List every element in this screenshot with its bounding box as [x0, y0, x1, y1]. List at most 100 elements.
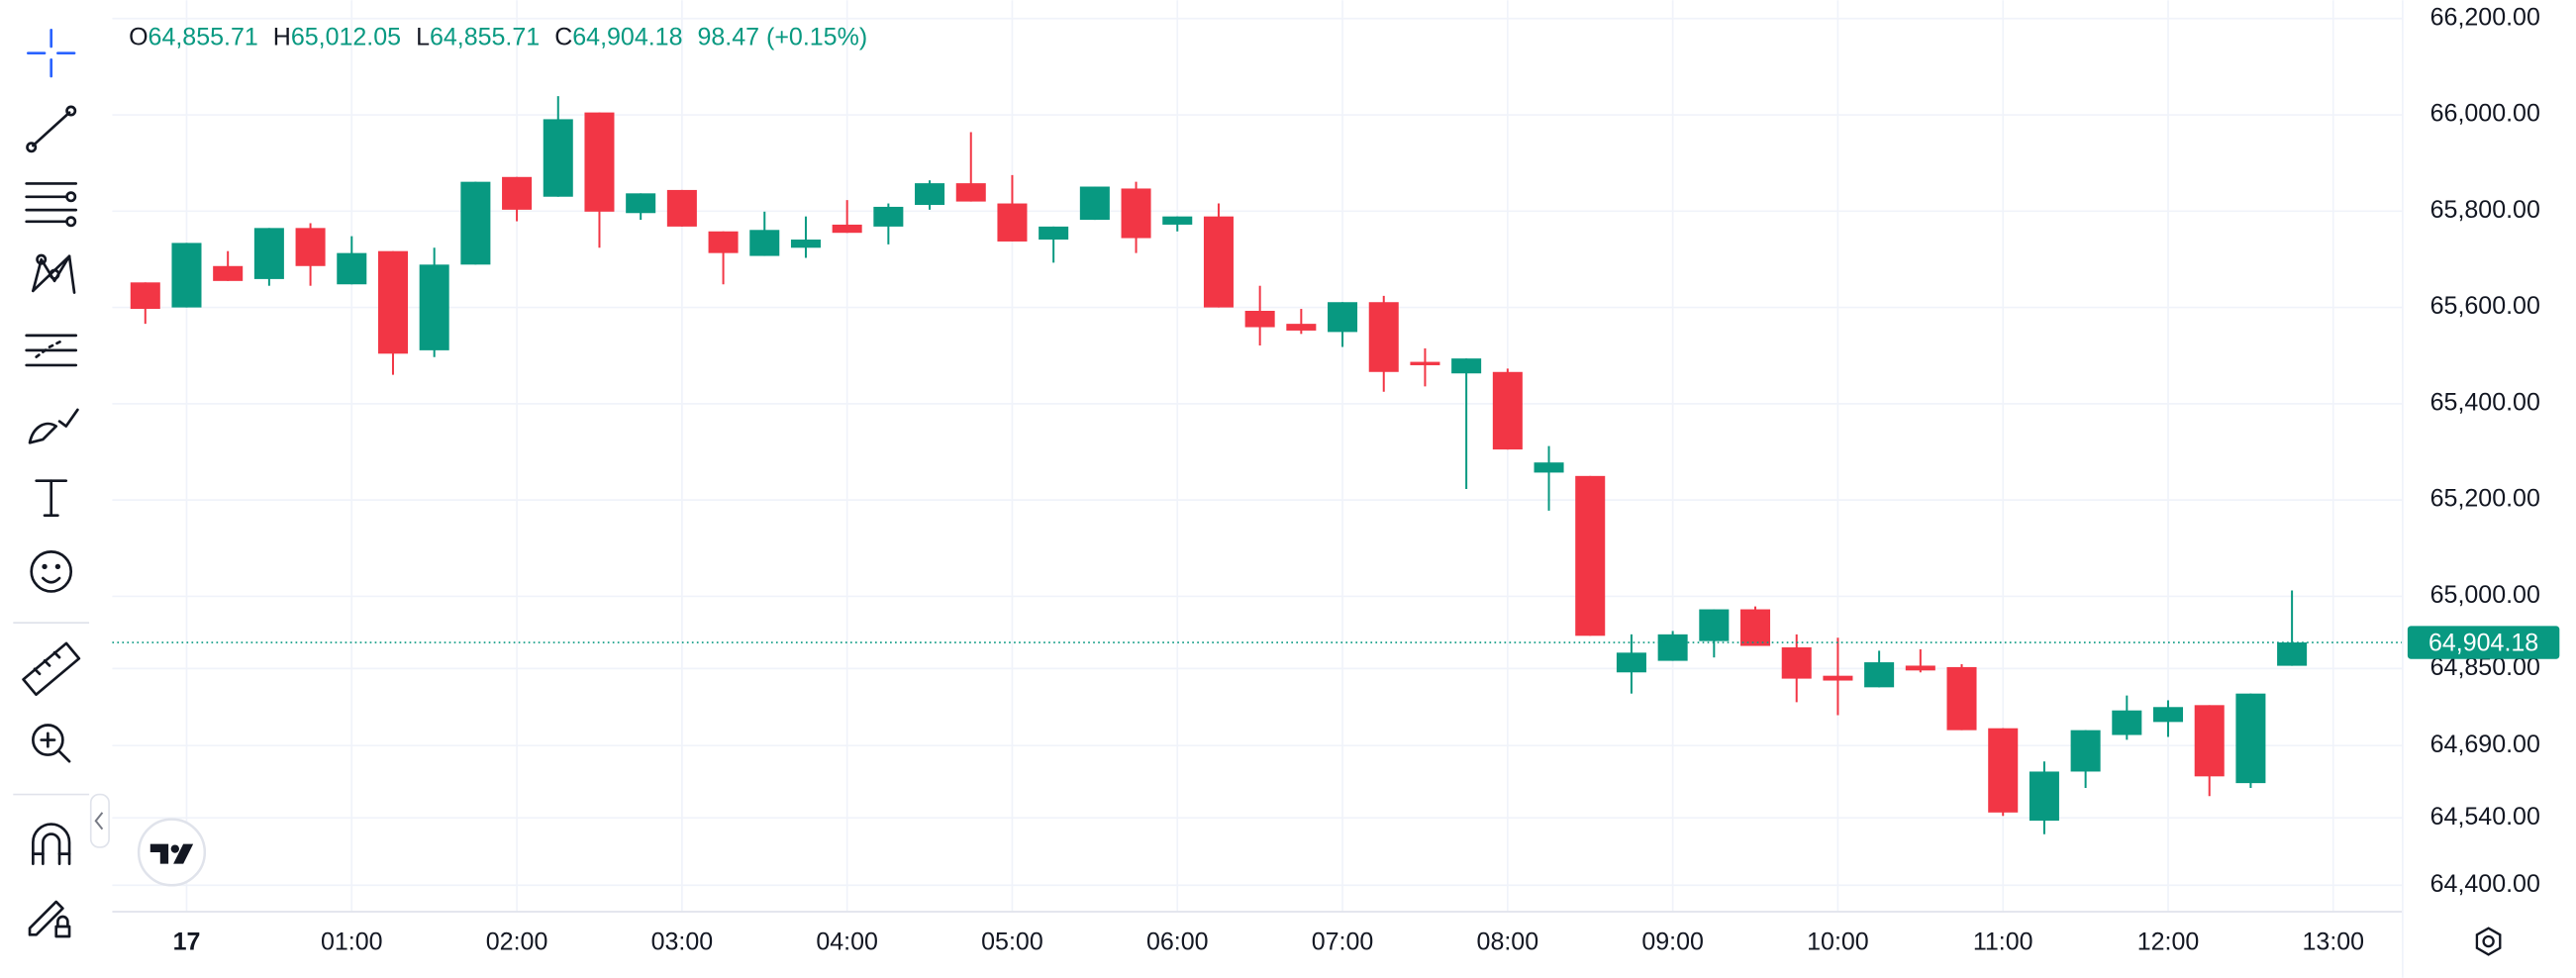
tradingview-logo[interactable] — [137, 818, 207, 887]
candle-body — [1864, 662, 1895, 688]
x-tick-label: 12:00 — [2137, 928, 2200, 955]
last-price-badge — [2407, 626, 2560, 659]
x-tick-label: 03:00 — [651, 928, 714, 955]
y-tick-label: 65,400.00 — [2430, 388, 2540, 416]
candle-body — [1203, 216, 1234, 308]
ohlc-key: O — [129, 23, 148, 50]
y-tick-label: 65,800.00 — [2430, 196, 2540, 224]
x-tick-label: 07:00 — [1312, 928, 1374, 955]
lock-drawings-tool[interactable] — [28, 900, 71, 938]
text-tool[interactable] — [35, 479, 68, 518]
candle-body — [708, 231, 739, 253]
ohlc-value: 64,904.18 — [572, 23, 682, 50]
last-price-label: 64,904.18 — [2428, 629, 2538, 656]
ruler-tool[interactable] — [22, 641, 81, 697]
y-tick-label: 64,400.00 — [2430, 870, 2540, 898]
x-tick-label: 13:00 — [2303, 928, 2365, 955]
candle-body — [1410, 361, 1440, 365]
candle-body — [1079, 186, 1110, 221]
candle-body — [666, 189, 697, 227]
x-tick-label: 01:00 — [321, 928, 383, 955]
candle-body — [2029, 771, 2059, 822]
x-tick-label: 04:00 — [816, 928, 878, 955]
pattern-tool[interactable] — [32, 253, 76, 294]
crosshair-tool[interactable] — [27, 28, 76, 78]
zoom-tool[interactable] — [32, 724, 71, 763]
ohlc-value: 65,012.05 — [291, 23, 401, 50]
candle-body — [790, 240, 821, 248]
candle-body — [253, 228, 284, 279]
ohlc-key: L — [416, 23, 430, 50]
candle-body — [171, 243, 202, 308]
candle-body — [997, 203, 1028, 242]
candle-body — [915, 183, 945, 205]
brush-tool[interactable] — [28, 408, 79, 444]
candle-body — [1368, 302, 1399, 372]
candle-body — [1575, 475, 1606, 636]
candles — [112, 96, 2403, 834]
emoji-tool[interactable] — [30, 550, 73, 593]
y-tick-label: 65,200.00 — [2430, 485, 2540, 513]
candle-body — [1451, 358, 1482, 374]
ohlc-value: 64,855.71 — [430, 23, 540, 50]
candle-body — [2235, 693, 2266, 784]
candle-body — [1657, 634, 1688, 661]
x-tick-label: 17 — [173, 928, 201, 955]
candle-body — [1162, 216, 1193, 225]
x-tick-label: 05:00 — [981, 928, 1043, 955]
y-tick-label: 66,000.00 — [2430, 100, 2540, 128]
y-tick-label: 66,200.00 — [2430, 3, 2540, 31]
candle-body — [502, 176, 533, 210]
y-tick-label: 65,000.00 — [2430, 581, 2540, 609]
fib-tool[interactable] — [25, 182, 78, 228]
candle-body — [1121, 188, 1151, 239]
candle-body — [460, 181, 491, 265]
candle-body — [1244, 310, 1275, 328]
candle-body — [130, 282, 160, 310]
change-value: 98.47 (+0.15%) — [698, 23, 868, 50]
settings-button[interactable] — [2475, 927, 2502, 956]
candle-body — [1988, 728, 2019, 813]
candle-body — [1740, 609, 1771, 646]
candle-body — [584, 112, 615, 212]
candle-body — [2112, 710, 2142, 735]
candle-body — [873, 206, 904, 227]
candle-body — [1039, 226, 1069, 241]
candle-body — [1823, 675, 1853, 681]
candle-body — [1534, 462, 1564, 473]
y-tick-label: 65,600.00 — [2430, 292, 2540, 320]
candle-body — [1328, 302, 1358, 333]
prediction-tool[interactable] — [25, 334, 78, 367]
ohlc-legend: O64,855.71 H65,012.05 L64,855.71 C64,904.18… — [129, 23, 867, 50]
trend-line-tool[interactable] — [26, 105, 77, 153]
candle-body — [2153, 707, 2184, 723]
candle-body — [1699, 609, 1730, 641]
x-tick-label: 08:00 — [1477, 928, 1539, 955]
candle-body — [2277, 642, 2308, 666]
candle-body — [626, 193, 656, 214]
candle-body — [295, 228, 326, 266]
candle-body — [955, 183, 986, 202]
candle-body — [1781, 646, 1812, 679]
candle-body — [1946, 666, 1977, 731]
candle-body — [1616, 652, 1646, 673]
candle-body — [1286, 324, 1317, 331]
candle-body — [2070, 730, 2101, 772]
x-tick-label: 09:00 — [1641, 928, 1704, 955]
candle-body — [419, 264, 449, 350]
candle-body — [337, 252, 367, 285]
candle-body — [1905, 665, 1935, 671]
magnet-tool[interactable] — [32, 823, 71, 865]
candle-body — [543, 119, 573, 197]
x-tick-label: 10:00 — [1807, 928, 1869, 955]
candle-body — [749, 230, 780, 256]
collapse-toolbar[interactable] — [89, 793, 110, 848]
x-tick-label: 02:00 — [486, 928, 548, 955]
ohlc-value: 64,855.71 — [149, 23, 258, 50]
y-tick-label: 64,540.00 — [2430, 803, 2540, 831]
x-tick-label: 06:00 — [1146, 928, 1209, 955]
candle-body — [377, 250, 408, 354]
